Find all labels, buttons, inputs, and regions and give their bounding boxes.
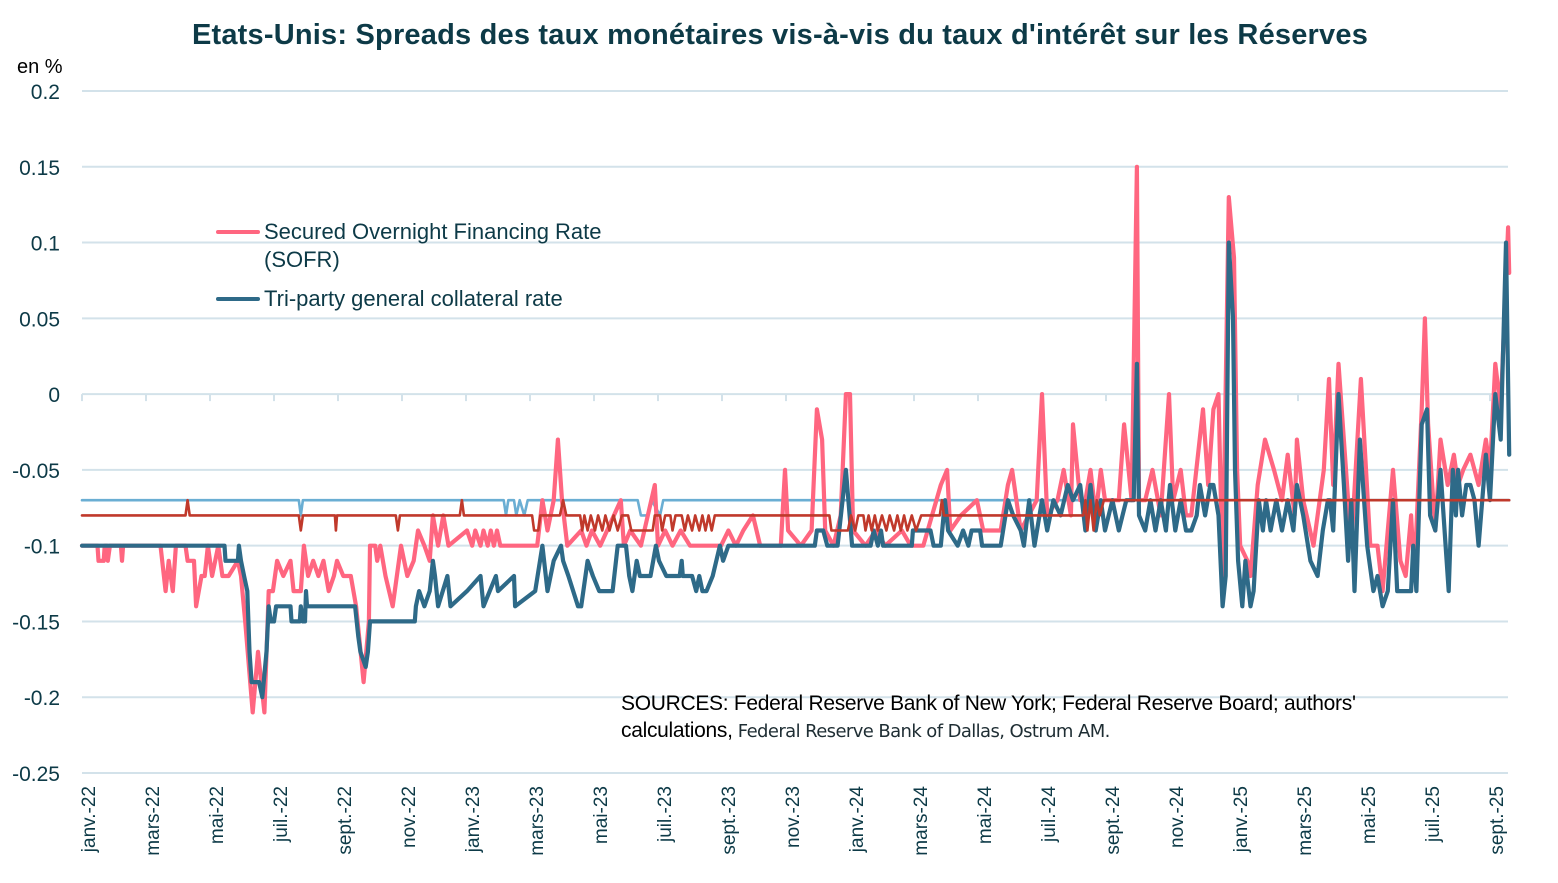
- x-tick-label: janv.-24: [847, 786, 868, 854]
- y-tick-label: -0.05: [12, 460, 60, 483]
- x-tick-label: mars-22: [143, 786, 164, 856]
- gridlines: [81, 90, 1508, 774]
- x-tick-label: mai-25: [1359, 786, 1380, 844]
- x-tick-label: janv.-22: [79, 786, 100, 853]
- sources-line-2-main: calculations,: [621, 719, 733, 742]
- x-tick-label: mai-24: [975, 786, 996, 845]
- series-lines: [79, 164, 1512, 715]
- y-tick-label: -0.1: [24, 536, 60, 559]
- x-tick-label: mai-22: [207, 786, 228, 844]
- x-tick-label: juil.-25: [1423, 786, 1444, 843]
- x-tick-label: mars-25: [1295, 786, 1316, 856]
- x-tick-label: juil.-22: [271, 786, 292, 843]
- y-axis-unit-label: en %: [17, 56, 63, 78]
- sources-line-2-small: Federal Reserve Bank of Dallas, Ostrum A…: [732, 721, 1111, 742]
- y-tick-label: 0.2: [31, 81, 60, 104]
- legend-item-tri-party: Tri-party general collateral rate: [216, 285, 604, 313]
- x-tick-label: sept.-22: [335, 786, 356, 855]
- x-tick-label: juil.-24: [1039, 786, 1060, 843]
- y-tick-label: 0.1: [31, 233, 60, 256]
- y-tick-label: 0: [48, 384, 60, 407]
- x-tick-label: mars-24: [911, 786, 932, 856]
- x-tick-label: nov.-22: [399, 786, 420, 848]
- series-line-red: [80, 498, 1511, 532]
- y-tick-label: -0.25: [12, 763, 60, 786]
- y-tick-label: -0.15: [12, 611, 60, 634]
- legend-item-sofr: Secured Overnight Financing Rate (SOFR): [216, 218, 604, 274]
- legend-label-sofr: Secured Overnight Financing Rate (SOFR): [264, 219, 602, 272]
- x-tick-label: janv.-25: [1231, 786, 1252, 853]
- y-tick-label: 0.15: [19, 157, 60, 180]
- x-tick-label: mars-23: [527, 786, 548, 856]
- legend-swatch-sofr: [216, 230, 260, 234]
- x-tick-label: mai-23: [591, 786, 612, 844]
- legend: Secured Overnight Financing Rate (SOFR) …: [216, 218, 604, 324]
- x-axis-ticks: janv.-22 mars-22 mai-22 juil.-22 sept.-22 nov…: [79, 786, 1508, 856]
- y-tick-label: 0.05: [19, 308, 60, 331]
- sources-line-2: calculations, Federal Reserve Bank of Da…: [621, 717, 1481, 745]
- sources-line-1: SOURCES: Federal Reserve Bank of New Yor…: [621, 692, 1356, 715]
- x-tick-label: sept.-23: [719, 786, 740, 855]
- x-tick-label: nov.-24: [1167, 786, 1188, 848]
- legend-label-tri-party: Tri-party general collateral rate: [264, 286, 563, 311]
- chart-title: Etats-Unis: Spreads des taux monétaires …: [191, 19, 1369, 51]
- x-tick-label: juil.-23: [655, 786, 676, 843]
- y-tick-label: -0.2: [24, 687, 60, 710]
- x-tick-label: sept.-25: [1487, 786, 1508, 855]
- x-tick-label: janv.-23: [463, 786, 484, 853]
- y-axis-ticks: 0.2 0.15 0.1 0.05 0 -0.05 -0.1 -0.15 -0.2 -0.25: [12, 81, 60, 786]
- x-tick-label: sept.-24: [1103, 786, 1124, 855]
- series-line-tri-party: [79, 240, 1512, 700]
- sources-note: SOURCES: Federal Reserve Bank of New Yor…: [621, 690, 1481, 745]
- x-tick-label: nov.-23: [783, 786, 804, 848]
- legend-swatch-tri-party: [216, 297, 260, 301]
